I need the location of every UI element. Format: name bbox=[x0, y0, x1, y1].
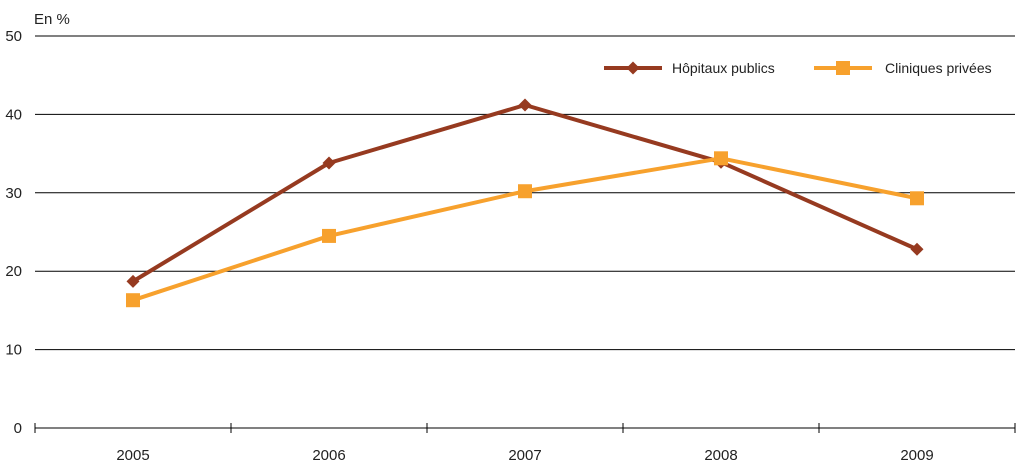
series-1-point-2007 bbox=[518, 184, 532, 199]
y-tick-label-0: 0 bbox=[14, 420, 22, 437]
y-tick-labels: 0 10 20 30 40 50 bbox=[5, 28, 22, 437]
legend-label: Cliniques privées bbox=[885, 60, 992, 76]
legend-label: Hôpitaux publics bbox=[672, 60, 775, 76]
x-tick-label-2009: 2009 bbox=[900, 447, 933, 464]
x-tick-label-2007: 2007 bbox=[508, 447, 541, 464]
y-tick-label-30: 30 bbox=[5, 185, 22, 202]
y-tick-label-20: 20 bbox=[5, 263, 22, 280]
series-0-point-2006 bbox=[322, 156, 336, 170]
y-gridlines bbox=[35, 35, 1015, 429]
series-1-point-2009 bbox=[910, 191, 924, 206]
series-1-point-2006 bbox=[322, 228, 336, 243]
series-0-point-2005 bbox=[126, 274, 140, 288]
series-0-point-2007 bbox=[518, 98, 532, 112]
series-group bbox=[126, 98, 924, 308]
legend-item-1: Cliniques privées bbox=[814, 60, 992, 76]
legend-marker bbox=[626, 61, 640, 75]
series-1-point-2008 bbox=[714, 151, 728, 166]
x-tick-label-2005: 2005 bbox=[116, 447, 149, 464]
series-1 bbox=[126, 151, 924, 308]
legend-marker bbox=[836, 61, 850, 75]
y-axis-label: En % bbox=[34, 11, 70, 28]
series-0-point-2009 bbox=[910, 242, 924, 256]
y-tick-label-40: 40 bbox=[5, 106, 22, 123]
x-tick-label-2008: 2008 bbox=[704, 447, 737, 464]
legend-item-0: Hôpitaux publics bbox=[604, 60, 775, 76]
legend: Hôpitaux publics Cliniques privées bbox=[604, 60, 992, 76]
x-axis: 2005 2006 2007 2008 2009 bbox=[34, 423, 1016, 464]
series-line-1 bbox=[132, 156, 918, 303]
y-tick-label-50: 50 bbox=[5, 28, 22, 45]
y-tick-label-10: 10 bbox=[5, 342, 22, 359]
x-tick-label-2006: 2006 bbox=[312, 447, 345, 464]
series-1-point-2005 bbox=[126, 293, 140, 308]
